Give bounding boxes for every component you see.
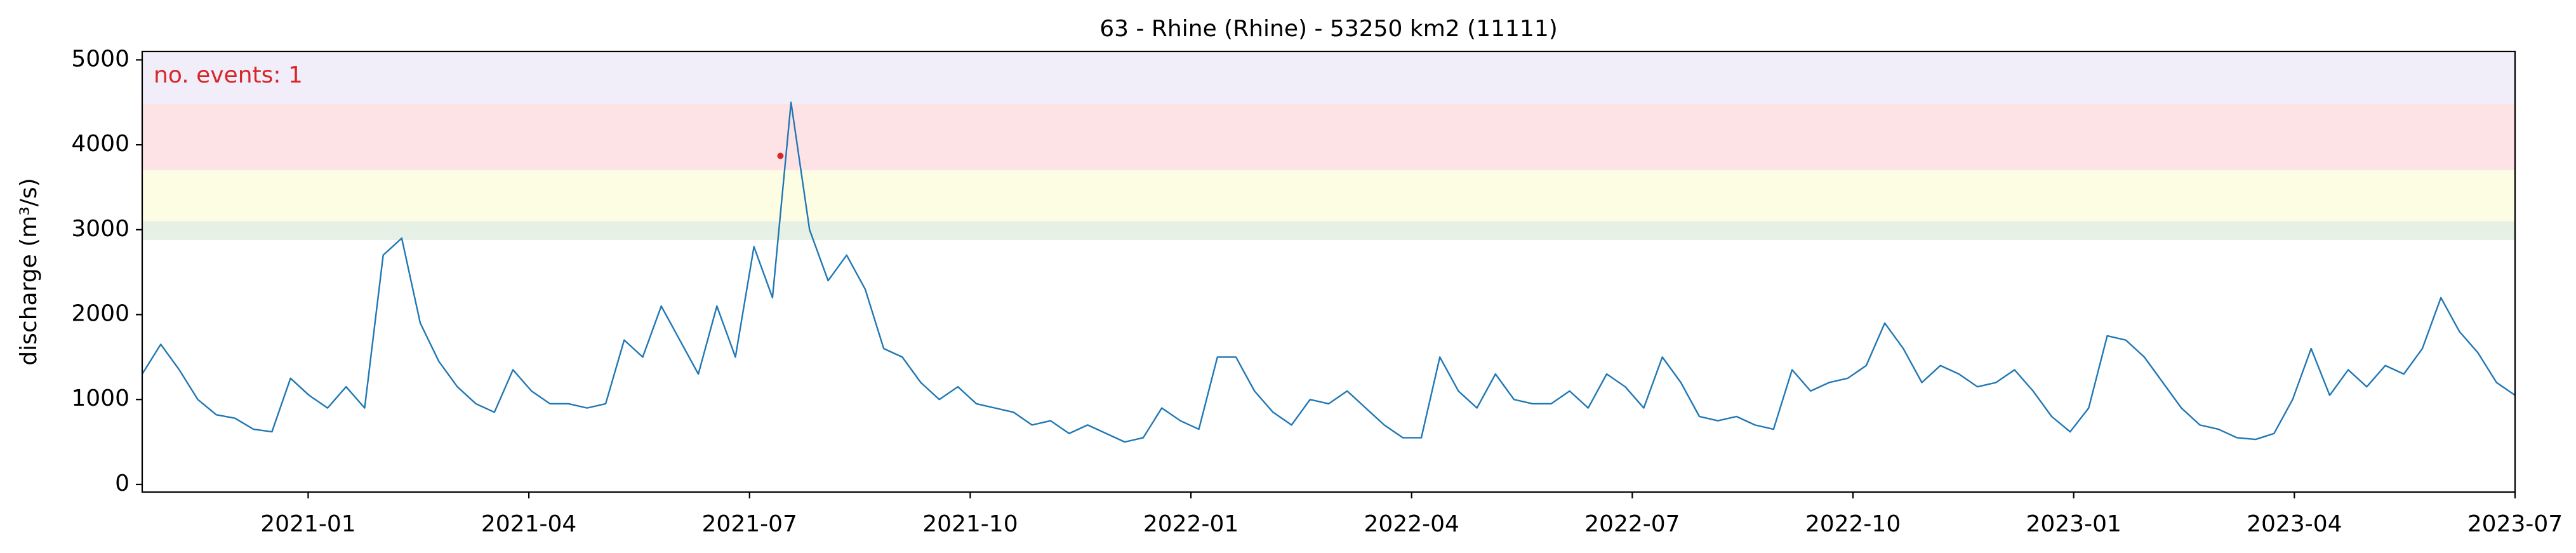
axes-frame	[141, 50, 2516, 493]
annotation: no. events: 1	[154, 62, 303, 88]
x-tick-label: 2023-07	[2467, 511, 2563, 537]
threshold-band	[142, 51, 2515, 104]
discharge-line	[141, 102, 2516, 443]
x-tick-label: 2021-07	[702, 511, 797, 537]
x-tick-label: 2021-04	[481, 511, 576, 537]
y-tick-label: 5000	[71, 46, 129, 72]
x-tick-label: 2023-01	[2026, 511, 2121, 537]
x-tick-label: 2022-01	[1143, 511, 1238, 537]
y-axis-label: discharge (m³/s)	[16, 178, 42, 365]
y-tick-label: 0	[115, 470, 129, 496]
y-tick-label: 3000	[71, 216, 129, 242]
x-tick-label: 2022-04	[1364, 511, 1459, 537]
event-point	[777, 152, 784, 159]
x-tick-label: 2023-04	[2247, 511, 2342, 537]
y-tick-label: 2000	[71, 301, 129, 327]
x-tick-label: 2021-10	[922, 511, 1018, 537]
threshold-band	[142, 170, 2515, 222]
x-tick-label: 2021-01	[260, 511, 355, 537]
y-tick-label: 4000	[71, 131, 129, 157]
y-tick-label: 1000	[71, 385, 129, 411]
chart-title: 63 - Rhine (Rhine) - 53250 km2 (11111)	[1099, 16, 1558, 42]
threshold-band	[142, 103, 2515, 171]
plot-area: 0 1000 2000 3000 4000 5000 2021-01 2021-04 2021-…	[71, 46, 2563, 537]
x-tick-label: 2022-07	[1584, 511, 1680, 537]
threshold-band	[142, 221, 2515, 240]
x-tick-label: 2022-10	[1805, 511, 1901, 537]
